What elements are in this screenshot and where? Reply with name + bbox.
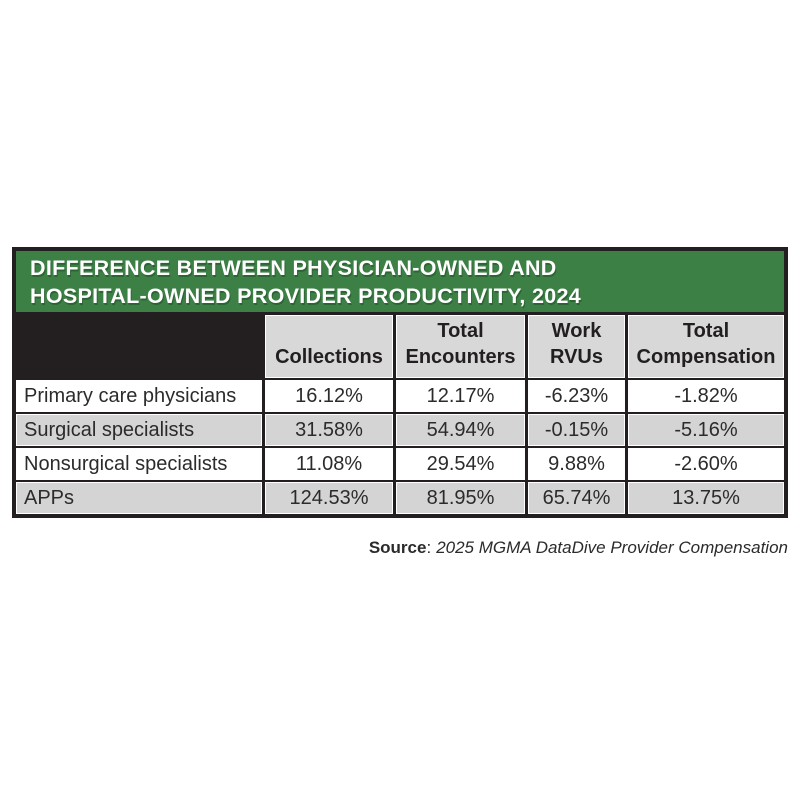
cell-total-encounters: 54.94%: [393, 412, 525, 446]
column-header-line: Collections: [275, 346, 383, 368]
productivity-table-figure: DIFFERENCE BETWEEN PHYSICIAN-OWNED AND H…: [12, 247, 788, 558]
cell-total-compensation: 13.75%: [625, 480, 784, 514]
source-label: Source: [368, 538, 427, 557]
table-row-primary-care: Primary care physicians 16.12% 12.17% -6…: [16, 378, 784, 412]
column-header-total-encounters: Total Encounters: [393, 315, 525, 378]
cell-collections: 31.58%: [262, 412, 393, 446]
table-row-surgical: Surgical specialists 31.58% 54.94% -0.15…: [16, 412, 784, 446]
cell-total-encounters: 29.54%: [393, 446, 525, 480]
column-header-line: Total: [437, 320, 484, 342]
table-title-line-2: HOSPITAL-OWNED PROVIDER PRODUCTIVITY, 20…: [30, 284, 581, 308]
table-row-nonsurgical: Nonsurgical specialists 11.08% 29.54% 9.…: [16, 446, 784, 480]
cell-total-encounters: 12.17%: [393, 378, 525, 412]
cell-total-compensation: -2.60%: [625, 446, 784, 480]
column-header-line: Total: [682, 320, 730, 342]
productivity-table: Collections Total Encounters Work RVUs T…: [16, 312, 784, 514]
table-title-bar: DIFFERENCE BETWEEN PHYSICIAN-OWNED AND H…: [16, 251, 784, 312]
row-label: Primary care physicians: [16, 378, 262, 412]
cell-work-rvus: 65.74%: [525, 480, 625, 514]
source-line: Source: 2025 MGMA DataDive Provider Compe…: [12, 538, 788, 558]
column-header-line: Compensation: [636, 346, 776, 368]
table-frame: DIFFERENCE BETWEEN PHYSICIAN-OWNED AND H…: [12, 247, 788, 518]
source-text: 2025 MGMA DataDive Provider Compensation: [436, 538, 788, 557]
column-header-line: RVUs: [550, 346, 603, 368]
cell-total-compensation: -1.82%: [625, 378, 784, 412]
cell-total-compensation: -5.16%: [625, 412, 784, 446]
table-title-line-1: DIFFERENCE BETWEEN PHYSICIAN-OWNED AND: [30, 256, 557, 280]
cell-work-rvus: 9.88%: [525, 446, 625, 480]
cell-work-rvus: -0.15%: [525, 412, 625, 446]
cell-work-rvus: -6.23%: [525, 378, 625, 412]
corner-cell: [16, 315, 262, 378]
cell-collections: 124.53%: [262, 480, 393, 514]
column-header-line: Work: [551, 320, 602, 342]
source-separator: :: [426, 538, 432, 557]
cell-collections: 11.08%: [262, 446, 393, 480]
cell-total-encounters: 81.95%: [393, 480, 525, 514]
row-label: Nonsurgical specialists: [16, 446, 262, 480]
table-row-apps: APPs 124.53% 81.95% 65.74% 13.75%: [16, 480, 784, 514]
column-header-total-compensation: Total Compensation: [625, 315, 784, 378]
column-header-line: Encounters: [405, 346, 516, 368]
column-header-collections: Collections: [262, 315, 393, 378]
row-label: APPs: [16, 480, 262, 514]
column-header-work-rvus: Work RVUs: [525, 315, 625, 378]
header-row: Collections Total Encounters Work RVUs T…: [16, 315, 784, 378]
row-label: Surgical specialists: [16, 412, 262, 446]
cell-collections: 16.12%: [262, 378, 393, 412]
